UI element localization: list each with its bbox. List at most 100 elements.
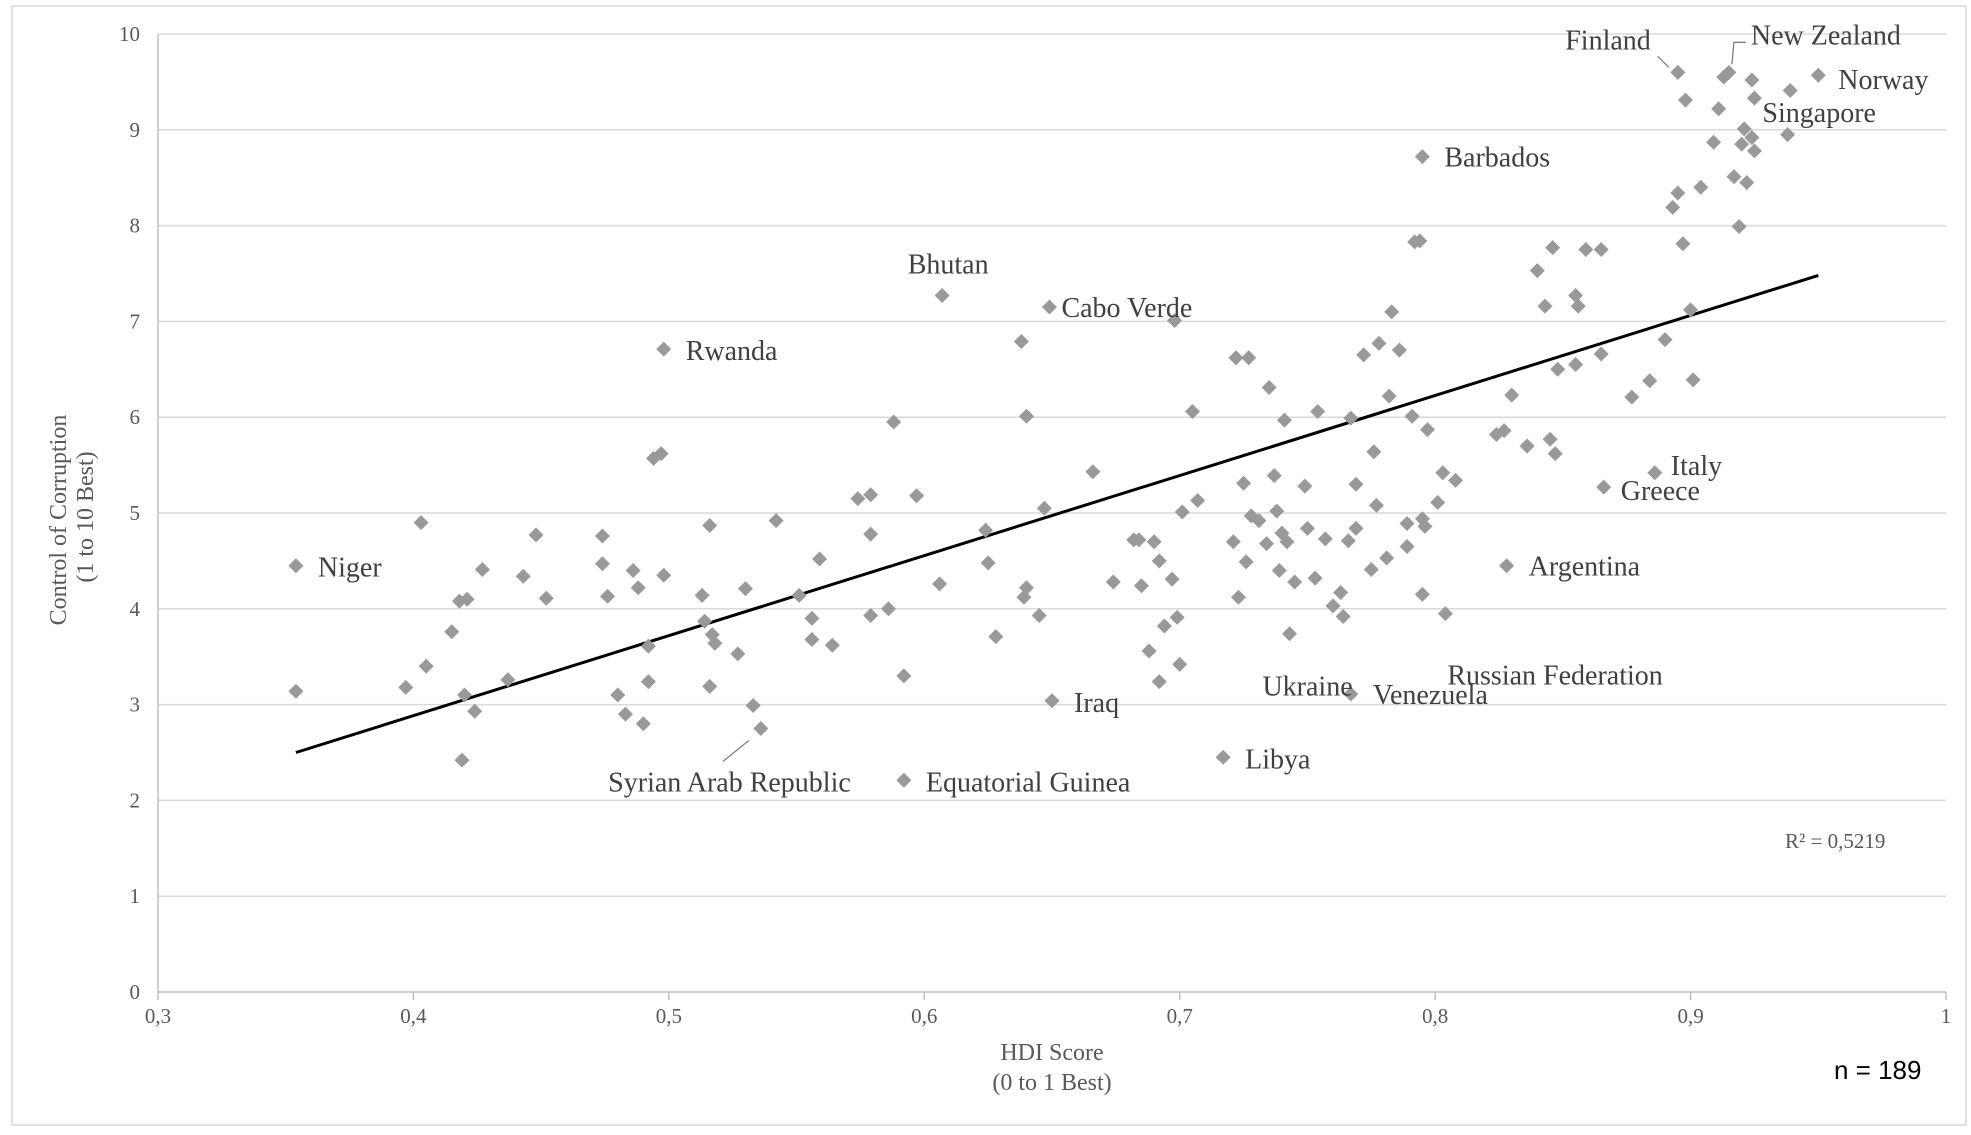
data-point [288,558,304,574]
data-point [1215,749,1231,765]
data-point [1731,219,1747,235]
data-point [1184,403,1200,419]
data-point [610,687,626,703]
data-point [1230,589,1246,605]
data-point [1736,121,1752,137]
data-point [1335,608,1351,624]
data-point [1746,90,1762,106]
data-point [1343,410,1359,426]
data-point [1236,475,1252,491]
data-point [1151,553,1167,569]
point-label: Syrian Arab Republic [608,768,851,799]
data-point [850,491,866,507]
data-point [653,446,669,462]
point-label: Italy [1671,451,1722,482]
data-point [1780,127,1796,143]
point-label: Russian Federation [1447,661,1662,692]
data-point [1683,302,1699,318]
data-point [1685,372,1701,388]
data-point [791,587,807,603]
leader-line [722,740,750,763]
data-point [1647,465,1663,481]
data-point [1333,585,1349,601]
y-tick-label: 8 [130,214,141,238]
data-point [1279,534,1295,550]
point-label: Iraq [1074,688,1119,719]
data-point [1381,388,1397,404]
data-point [1746,143,1762,159]
point-label: Libya [1245,744,1311,775]
data-point [1348,520,1364,536]
data-point [1174,504,1190,520]
data-point [804,631,820,647]
x-tick-label: 0,3 [145,1004,171,1028]
data-point [980,555,996,571]
data-point [1734,136,1750,152]
y-tick-label: 1 [130,884,141,908]
data-point [1570,298,1586,314]
data-point [1596,479,1612,495]
data-point [594,556,610,572]
point-label: Venezuela [1373,680,1489,711]
data-point [697,613,713,629]
data-point [1496,423,1512,439]
data-point [1190,493,1206,509]
data-point [1711,101,1727,117]
data-point [1297,478,1313,494]
point-label: New Zealand [1751,20,1901,51]
x-tick-label: 0,7 [1167,1004,1193,1028]
data-point [1414,149,1430,165]
data-point [753,721,769,737]
data-point [707,635,723,651]
data-point [1665,199,1681,215]
data-point [1167,312,1183,328]
point-label: Ukraine [1262,672,1352,703]
data-point [1105,574,1121,590]
data-point [1545,240,1561,256]
point-label: Rwanda [686,336,778,367]
data-point [745,698,761,714]
data-point [1044,693,1060,709]
data-point [1624,389,1640,405]
x-tick-label: 0,8 [1422,1004,1448,1028]
data-point [1276,412,1292,428]
data-point [1031,608,1047,624]
data-point [1550,361,1566,377]
y-tick-label: 6 [130,405,141,429]
data-point [1013,334,1029,350]
data-point [640,674,656,690]
data-point [1325,598,1341,614]
data-point [1085,464,1101,480]
data-point [812,551,828,567]
data-point [1499,558,1515,574]
data-point [1810,67,1826,83]
leader-lines [722,41,1746,763]
data-point [1241,350,1257,366]
y-axis-title: Control of Corruption (1 to 10 Best) [46,409,99,626]
data-point [863,608,879,624]
data-point [594,528,610,544]
data-point [1419,422,1435,438]
data-point [1261,380,1277,396]
data-point [934,288,950,304]
y-tick-label: 2 [130,788,141,812]
data-point [1542,431,1558,447]
data-point [730,646,746,662]
tick-labels: 0 1 2 3 4 5 6 7 8 9 10 0,3 0,4 0,5 0,6 0,7 0,8 0,9 1 [119,22,1951,1028]
data-point [881,601,897,617]
data-point [1041,299,1057,315]
data-point [1228,350,1244,366]
data-point [1414,586,1430,602]
data-point [1366,444,1382,460]
y-tick-label: 3 [130,693,141,717]
point-label: Norway [1838,65,1928,96]
leader-line [1731,41,1746,65]
data-point [1435,465,1451,481]
data-point [737,581,753,597]
data-point [1593,242,1609,258]
data-point [1744,129,1760,145]
data-point [515,568,531,584]
data-point [1693,179,1709,195]
data-point [1307,570,1323,586]
